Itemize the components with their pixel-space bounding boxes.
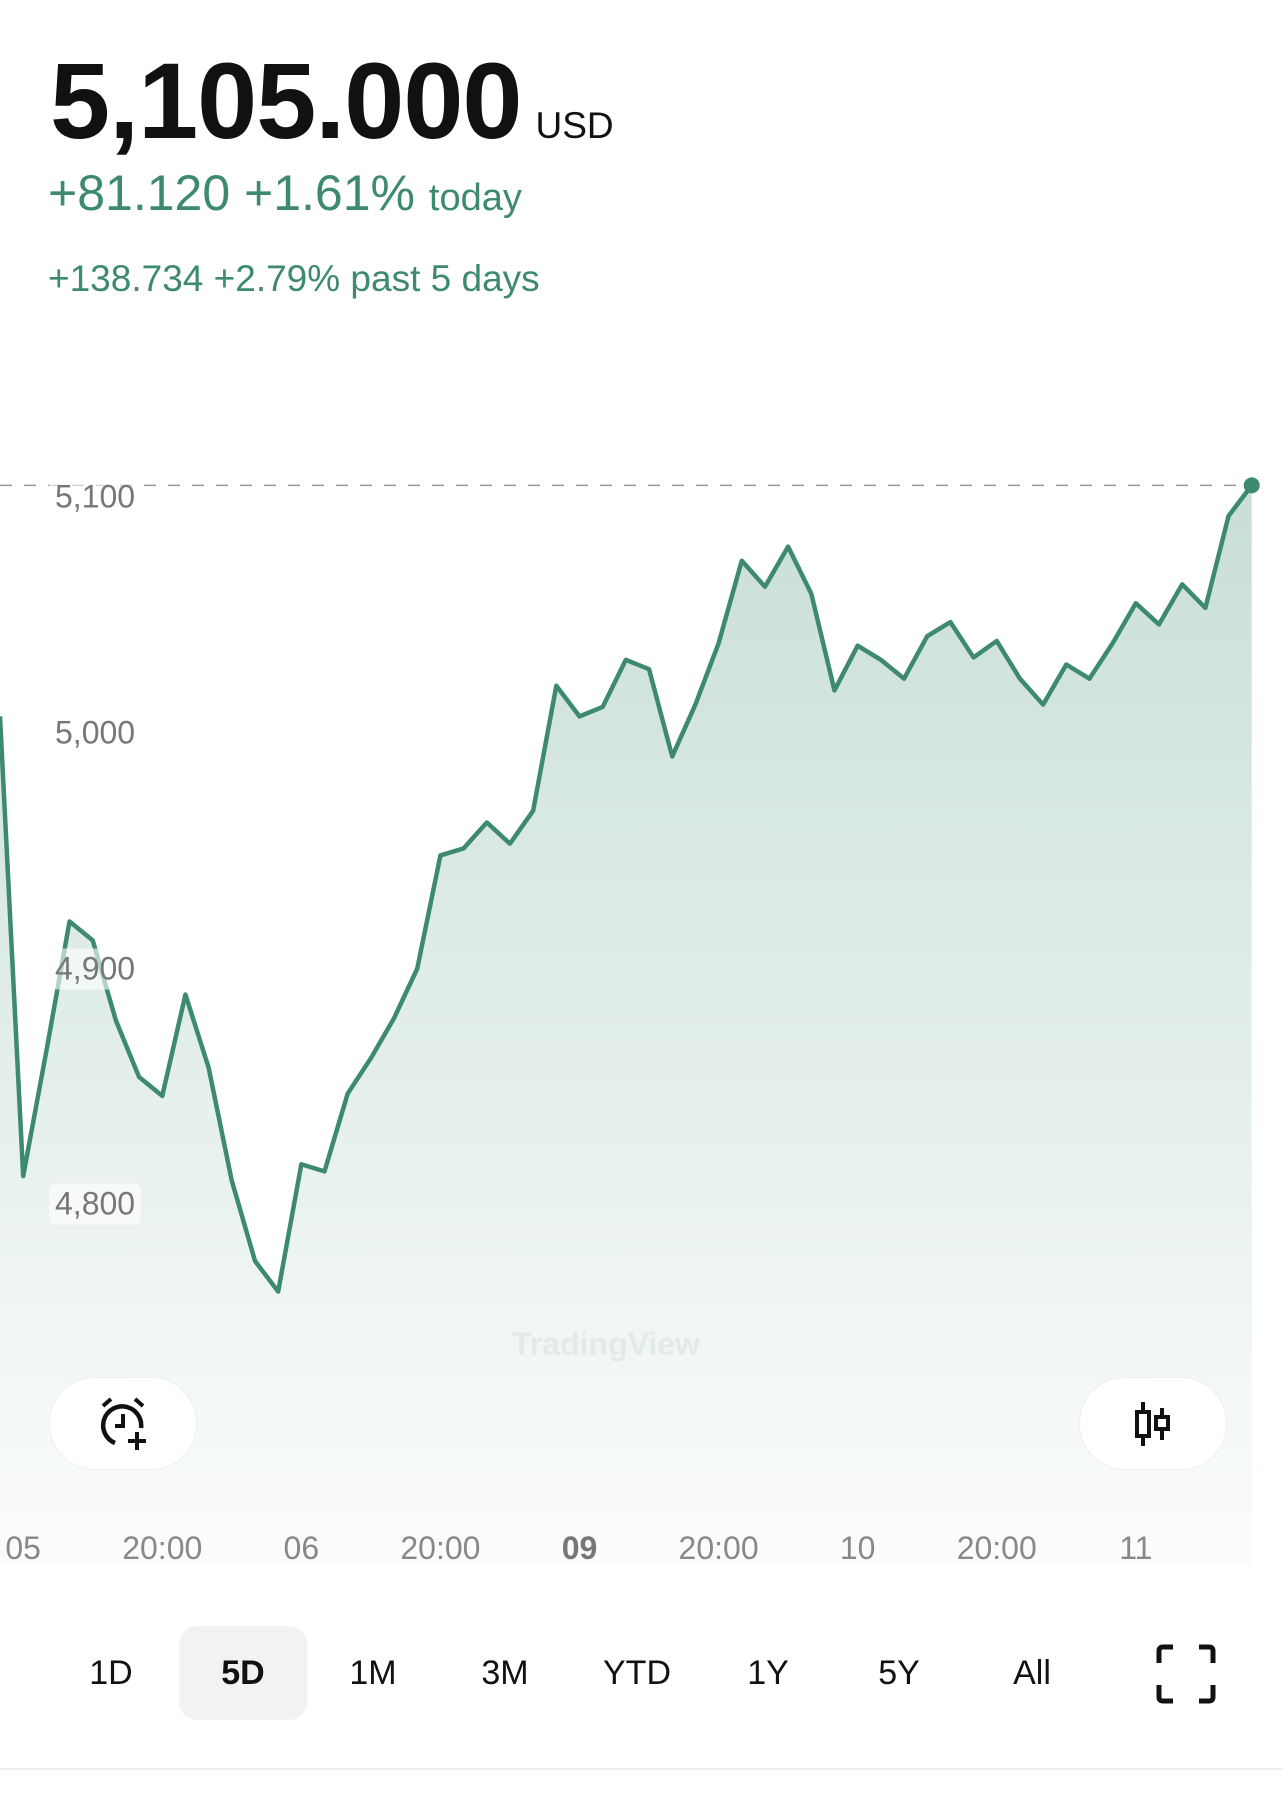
tab-all[interactable]: All <box>1013 1653 1051 1692</box>
divider <box>0 1768 1283 1770</box>
timeframe-tabs: 1D 5D 1M 3M YTD 1Y 5Y All <box>0 1626 1283 1720</box>
alarm-add-icon <box>100 1396 146 1450</box>
x-tick-label: 20:00 <box>678 1530 759 1566</box>
chart-type-button[interactable] <box>1079 1377 1227 1470</box>
change-period: +138.734 +2.79% past 5 days <box>48 258 540 299</box>
y-tick-label: 4,900 <box>49 948 142 990</box>
tab-1d[interactable]: 1D <box>89 1653 133 1692</box>
x-tick-label: 20:00 <box>956 1530 1037 1566</box>
tradingview-watermark: TradingView <box>512 1326 700 1362</box>
x-tick-label: 09 <box>561 1530 598 1566</box>
candlestick-icon <box>1135 1401 1170 1446</box>
tab-5d[interactable]: 5D <box>179 1626 307 1720</box>
x-tick-label: 05 <box>5 1530 41 1566</box>
currency: USD <box>535 105 614 146</box>
y-tick-label: 5,000 <box>49 712 142 754</box>
y-tick-label: 5,100 <box>49 476 142 518</box>
x-tick-label: 10 <box>839 1530 876 1566</box>
x-tick-label: 20:00 <box>400 1530 481 1566</box>
last-point <box>1243 477 1260 494</box>
x-tick-label: 20:00 <box>122 1530 203 1566</box>
tab-1m[interactable]: 1M <box>349 1653 397 1692</box>
change-today: +81.120 +1.61% today <box>48 164 522 222</box>
tab-5y[interactable]: 5Y <box>878 1653 920 1692</box>
y-tick-label: 4,800 <box>49 1183 142 1225</box>
today-label: today <box>428 177 522 219</box>
x-tick-label: 06 <box>283 1530 320 1566</box>
change-today-value: +81.120 +1.61% <box>48 165 415 221</box>
current-price: 5,105.000 <box>50 40 522 161</box>
fullscreen-icon[interactable] <box>1155 1643 1217 1705</box>
tab-1y[interactable]: 1Y <box>747 1653 789 1692</box>
add-alert-button[interactable] <box>49 1377 197 1470</box>
area-fill <box>0 485 1252 1566</box>
x-tick-label: 11 <box>1119 1530 1153 1566</box>
tab-3m[interactable]: 3M <box>481 1653 529 1692</box>
tab-ytd[interactable]: YTD <box>603 1653 671 1692</box>
price-display: 5,105.000 USD <box>50 38 614 163</box>
